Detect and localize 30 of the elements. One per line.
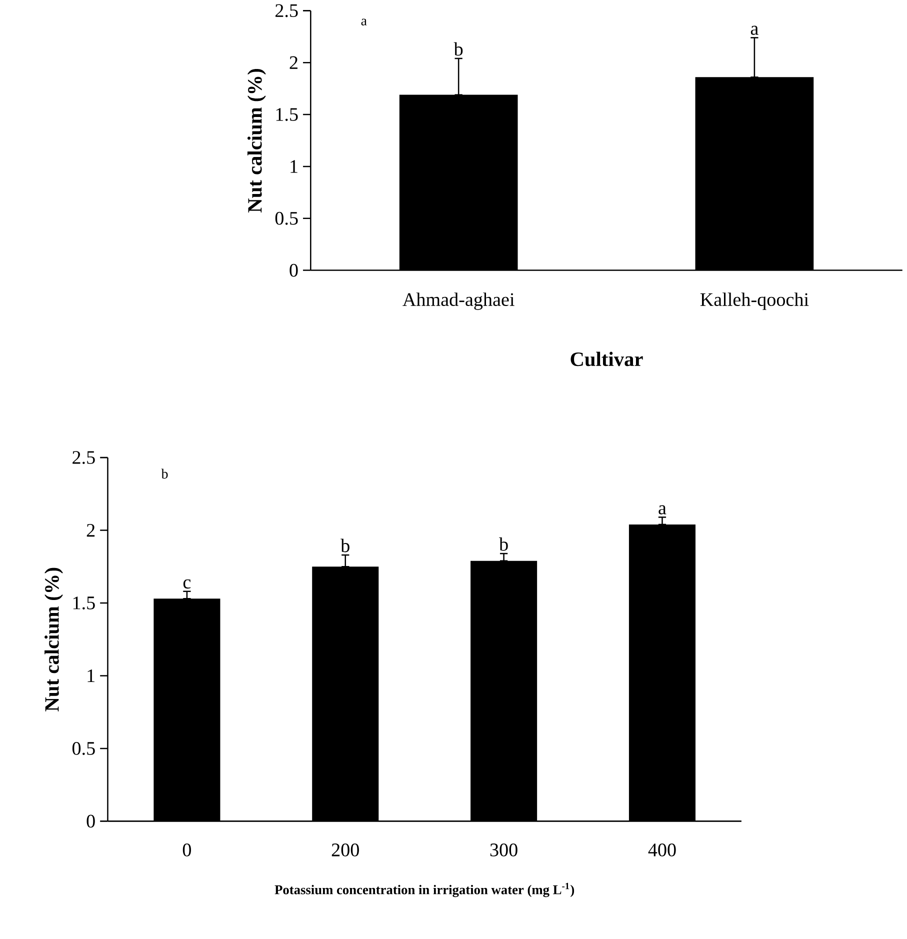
annotation: a [751,26,759,35]
annotation: a [658,505,666,514]
y-tick-label: 0 [290,264,298,277]
y-tick-label: 1.5 [74,596,96,610]
y-tick-label: 0.5 [276,212,298,225]
annotation: a [361,18,368,26]
y-tick-label: 0 [86,814,96,828]
y-tick-label: 2.5 [276,4,298,18]
x-tick-label: Kalleh-qoochi [700,292,809,310]
y-tick-label: 2 [290,56,298,69]
x-tick-label: Ahmad-aghaei [402,292,515,310]
y-tick-label: 1 [88,669,95,682]
x-tick-label: 0 [183,843,192,856]
y-tick-label: 2 [87,524,95,537]
annotation: b [499,537,508,551]
annotation: b [340,538,350,552]
y-tick-label: 1 [290,160,298,173]
x-axis-title: Potassium concentration in irrigation water (mg L$^{-1}$) [274,882,574,898]
y-tick-label: 2.5 [72,451,96,464]
annotation: b [454,42,463,56]
annotation: c [184,579,191,589]
y-tick-label: 0.5 [72,742,96,755]
x-axis-title: Cultivar [570,352,644,366]
x-tick-label: 400 [648,843,676,856]
x-tick-label: 200 [332,843,360,856]
y-axis-title: Nut calcium (%) [44,568,64,712]
x-tick-label: 300 [490,843,518,856]
y-tick-label: 1.5 [276,108,298,121]
annotation: b [161,468,168,479]
y-axis-title: Nut calcium (%) [248,69,266,212]
